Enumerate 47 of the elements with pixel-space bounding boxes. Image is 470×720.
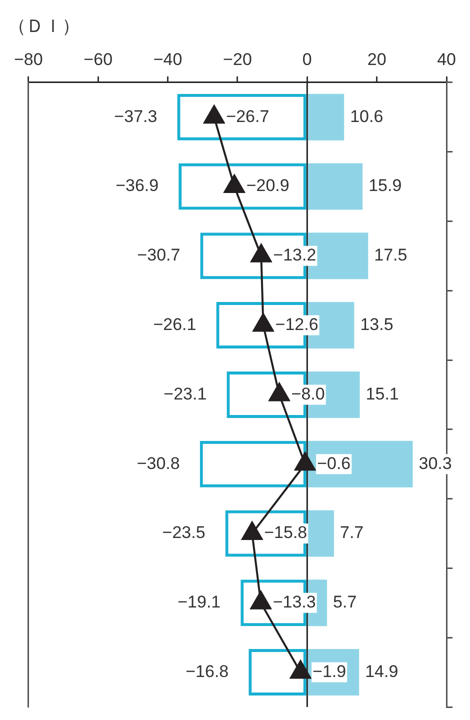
data-label: −19.1 bbox=[178, 592, 221, 612]
data-label: −37.3 bbox=[114, 106, 158, 126]
data-label: 14.9 bbox=[365, 662, 398, 681]
x-axis-title: （ＤＩ） bbox=[8, 15, 80, 38]
x-tick-label: 20 bbox=[367, 50, 386, 69]
data-label: 17.5 bbox=[374, 246, 408, 265]
x-tick-label: 0 bbox=[302, 50, 312, 69]
data-label: −20.9 bbox=[246, 176, 290, 196]
x-tick-label: −40 bbox=[153, 50, 182, 69]
point bbox=[242, 522, 263, 540]
bar bbox=[308, 510, 334, 557]
point bbox=[224, 174, 245, 193]
point bbox=[294, 452, 316, 471]
data-label: 15.9 bbox=[368, 176, 402, 196]
data-label: −30.8 bbox=[136, 454, 180, 473]
x-tick-label: −60 bbox=[84, 50, 113, 69]
data-label: −23.1 bbox=[164, 384, 207, 404]
point bbox=[290, 660, 312, 679]
data-label: 5.7 bbox=[333, 592, 357, 612]
data-label: 30.3 bbox=[418, 454, 452, 473]
data-label: −8.0 bbox=[291, 384, 325, 404]
point bbox=[268, 382, 290, 402]
point bbox=[204, 105, 225, 124]
data-label: −16.8 bbox=[186, 662, 229, 681]
point bbox=[250, 590, 272, 610]
data-label: 10.6 bbox=[350, 106, 384, 126]
bar bbox=[308, 94, 344, 140]
data-label: −26.7 bbox=[226, 106, 270, 126]
data-label: −36.9 bbox=[116, 176, 159, 196]
data-label: −0.6 bbox=[317, 454, 351, 473]
data-label: −13.3 bbox=[272, 592, 316, 612]
data-label: −30.7 bbox=[137, 246, 180, 265]
data-label: −23.5 bbox=[162, 523, 206, 542]
data-label: 15.1 bbox=[366, 384, 399, 404]
data-label: −13.2 bbox=[273, 246, 316, 265]
x-tick-label: −80 bbox=[14, 50, 43, 69]
x-tick-label: 40 bbox=[437, 50, 456, 69]
bar bbox=[308, 163, 363, 210]
data-label: 13.5 bbox=[360, 314, 394, 334]
data-label: 7.7 bbox=[340, 523, 364, 542]
data-label: −1.9 bbox=[312, 662, 346, 681]
point bbox=[252, 313, 274, 332]
x-tick-label: −20 bbox=[223, 50, 252, 69]
data-label: −26.1 bbox=[153, 314, 196, 334]
point bbox=[250, 244, 272, 262]
data-label: −15.8 bbox=[264, 523, 308, 542]
data-label: −12.6 bbox=[275, 314, 318, 334]
